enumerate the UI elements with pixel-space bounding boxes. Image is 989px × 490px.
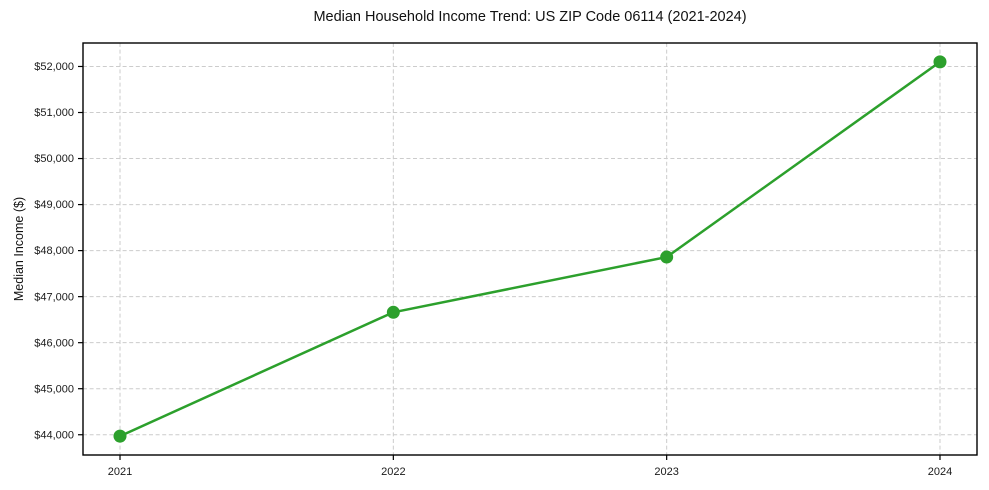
- y-tick-label: $51,000: [34, 107, 74, 119]
- chart-title: Median Household Income Trend: US ZIP Co…: [313, 9, 747, 25]
- y-tick-label: $52,000: [34, 61, 74, 73]
- x-tick-label: 2024: [928, 466, 952, 478]
- x-tick-label: 2021: [108, 466, 132, 478]
- y-tick-label: $45,000: [34, 383, 74, 395]
- y-tick-label: $48,000: [34, 245, 74, 257]
- plot-border: [82, 42, 978, 456]
- trend-line: [118, 60, 942, 438]
- y-tick-label: $44,000: [34, 429, 74, 441]
- data-point-2023: [660, 250, 674, 264]
- data-point-2022: [386, 305, 400, 319]
- x-tick-label: 2023: [654, 466, 678, 478]
- y-tick-label: $46,000: [34, 337, 74, 349]
- y-tick-label: $47,000: [34, 291, 74, 303]
- data-point-2024: [933, 55, 947, 69]
- y-tick-label: $50,000: [34, 153, 74, 165]
- data-point-2021: [113, 429, 127, 443]
- y-tick-label: $49,000: [34, 199, 74, 211]
- x-tick-label: 2022: [381, 466, 405, 478]
